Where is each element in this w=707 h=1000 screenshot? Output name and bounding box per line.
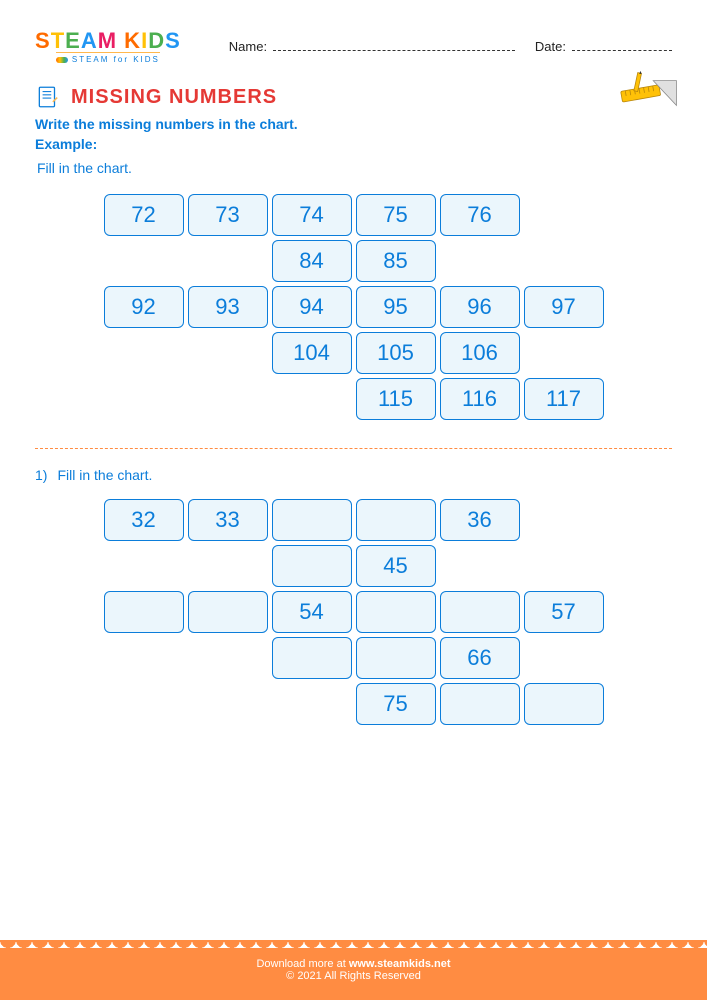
chart-cell-blank[interactable] bbox=[104, 591, 184, 633]
chart-cell: 105 bbox=[356, 332, 436, 374]
worksheet-icon bbox=[35, 84, 61, 110]
footer-site: www.steamkids.net bbox=[349, 958, 451, 970]
name-input-line[interactable] bbox=[273, 50, 515, 51]
name-label: Name: bbox=[229, 39, 267, 54]
chart-cell-blank[interactable] bbox=[272, 637, 352, 679]
chart-cell: 73 bbox=[188, 194, 268, 236]
chart-cell: 94 bbox=[272, 286, 352, 328]
page-title: MISSING NUMBERS bbox=[71, 86, 277, 109]
chart-cell: 66 bbox=[440, 637, 520, 679]
chart-cell: 97 bbox=[524, 286, 604, 328]
section-divider bbox=[35, 448, 672, 449]
chart-cell: 104 bbox=[272, 332, 352, 374]
chart-cell: 54 bbox=[272, 591, 352, 633]
question-1-row: 1) Fill in the chart. bbox=[35, 467, 672, 483]
chart-cell-blank[interactable] bbox=[440, 591, 520, 633]
chart-cell: 36 bbox=[440, 499, 520, 541]
instruction-text: Write the missing numbers in the chart. bbox=[35, 116, 672, 132]
example-chart: 7273747576848592939495969710410510611511… bbox=[104, 194, 604, 420]
logo-subtitle: STEAM for KIDS bbox=[56, 52, 160, 64]
chart-cell-blank[interactable] bbox=[272, 499, 352, 541]
chart-cell: 96 bbox=[440, 286, 520, 328]
footer-download: Download more at www.steamkids.net bbox=[0, 958, 707, 970]
chart-cell-blank[interactable] bbox=[356, 637, 436, 679]
chart-cell: 106 bbox=[440, 332, 520, 374]
logo-wordmark: STEAM KIDS bbox=[35, 28, 181, 54]
chart-cell: 93 bbox=[188, 286, 268, 328]
date-field: Date: bbox=[535, 39, 672, 54]
example-fill-text: Fill in the chart. bbox=[37, 160, 672, 176]
chart-cell: 74 bbox=[272, 194, 352, 236]
chart-cell: 117 bbox=[524, 378, 604, 420]
chart-cell: 84 bbox=[272, 240, 352, 282]
chart-cell-blank[interactable] bbox=[272, 545, 352, 587]
chart-cell: 33 bbox=[188, 499, 268, 541]
chart-cell: 76 bbox=[440, 194, 520, 236]
footer-copyright: © 2021 All Rights Reserved bbox=[0, 970, 707, 982]
example-label: Example: bbox=[35, 136, 672, 152]
chart-cell: 85 bbox=[356, 240, 436, 282]
chart-cell: 92 bbox=[104, 286, 184, 328]
logo: STEAM KIDS STEAM for KIDS bbox=[35, 28, 181, 64]
question-fill-text: Fill in the chart. bbox=[57, 467, 152, 483]
question-number: 1) bbox=[35, 467, 47, 483]
chart-cell: 116 bbox=[440, 378, 520, 420]
chart-cell-blank[interactable] bbox=[524, 683, 604, 725]
chart-cell: 32 bbox=[104, 499, 184, 541]
chart-cell-blank[interactable] bbox=[356, 499, 436, 541]
chart-cell: 75 bbox=[356, 683, 436, 725]
chart-cell-blank[interactable] bbox=[440, 683, 520, 725]
name-field: Name: bbox=[229, 39, 515, 54]
title-row: MISSING NUMBERS bbox=[35, 84, 672, 110]
chart-cell-blank[interactable] bbox=[356, 591, 436, 633]
chart-cell: 57 bbox=[524, 591, 604, 633]
date-label: Date: bbox=[535, 39, 566, 54]
chart-cell: 72 bbox=[104, 194, 184, 236]
date-input-line[interactable] bbox=[572, 50, 672, 51]
chart-cell: 95 bbox=[356, 286, 436, 328]
footer: Download more at www.steamkids.net © 202… bbox=[0, 948, 707, 1000]
ruler-pencil-icon bbox=[616, 70, 678, 116]
chart-cell: 45 bbox=[356, 545, 436, 587]
chart-cell: 75 bbox=[356, 194, 436, 236]
header: STEAM KIDS STEAM for KIDS Name: Date: bbox=[35, 28, 672, 64]
question-1-chart: 3233 364554 576675 bbox=[104, 499, 604, 725]
chart-cell: 115 bbox=[356, 378, 436, 420]
chart-cell-blank[interactable] bbox=[188, 591, 268, 633]
